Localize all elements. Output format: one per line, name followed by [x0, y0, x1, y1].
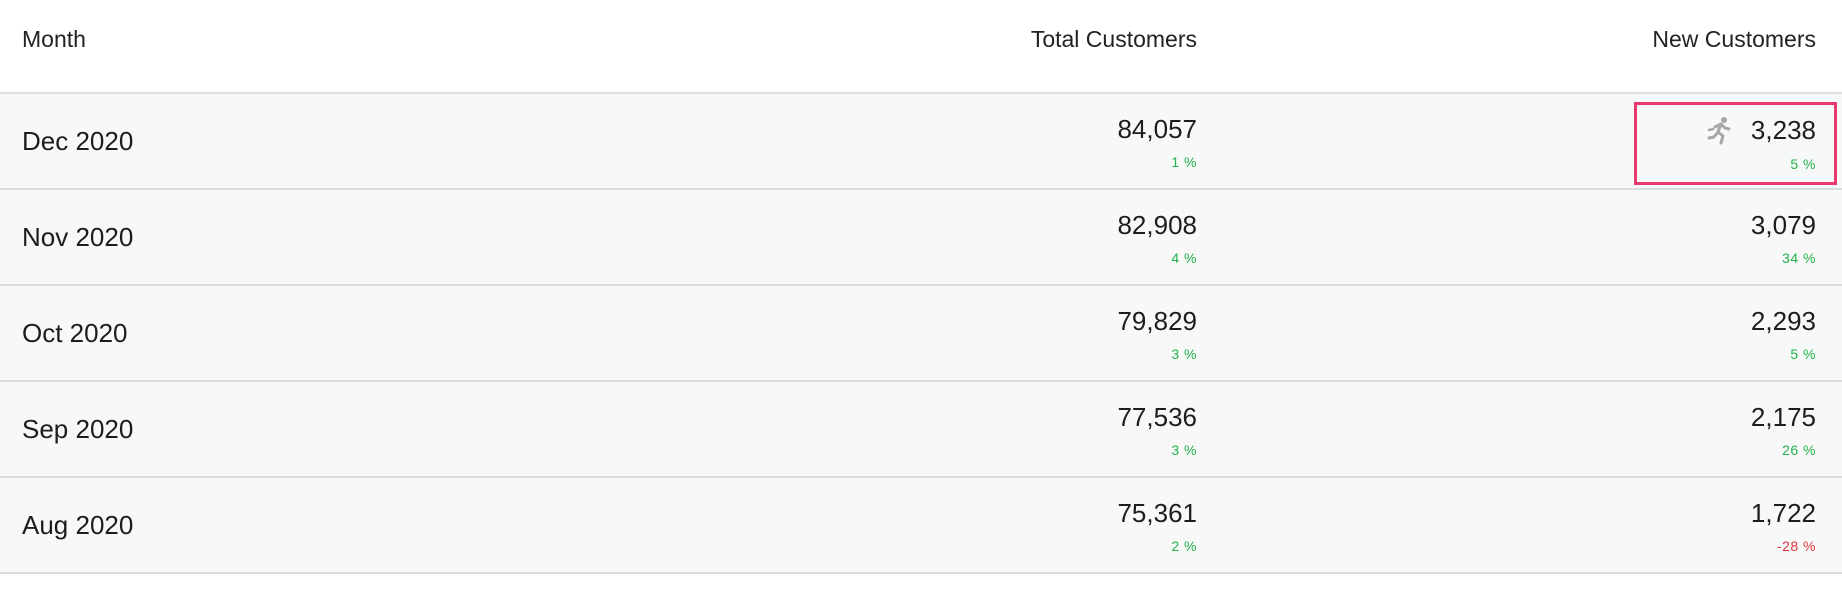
total-customers-change: 4 %: [1171, 250, 1197, 266]
total-customers-cell: 75,361 2 %: [420, 478, 1197, 572]
header-total-customers[interactable]: Total Customers: [1030, 25, 1197, 52]
new-customers-value: 1,722: [1750, 498, 1816, 528]
month-cell: Dec 2020: [22, 125, 134, 156]
new-customers-cell: 2,175 26 %: [1197, 382, 1816, 476]
new-customers-value: 2,175: [1750, 402, 1816, 432]
table-row[interactable]: Aug 2020 75,361 2 % 1,722 -28 %: [0, 478, 1842, 574]
new-customers-main: 3,238: [1703, 114, 1816, 146]
new-customers-cell: 3,079 34 %: [1197, 190, 1816, 284]
table-header: Month Total Customers New Customers: [0, 0, 1842, 94]
total-customers-value: 79,829: [1117, 306, 1197, 336]
total-customers-change: 3 %: [1171, 442, 1197, 458]
new-customers-change: 5 %: [1790, 156, 1816, 172]
total-customers-value: 75,361: [1117, 498, 1197, 528]
table-row[interactable]: Oct 2020 79,829 3 % 2,293 5 %: [0, 286, 1842, 382]
new-customers-change: -28 %: [1776, 538, 1816, 554]
new-customers-change: 26 %: [1782, 442, 1816, 458]
new-customers-change: 34 %: [1782, 250, 1816, 266]
header-new-customers[interactable]: New Customers: [1652, 25, 1816, 52]
new-customers-cell: 2,293 5 %: [1197, 286, 1816, 380]
header-month[interactable]: Month: [22, 25, 86, 52]
running-person-icon[interactable]: [1703, 114, 1735, 146]
new-customers-cell[interactable]: 3,238 5 %: [1197, 94, 1816, 188]
table-row[interactable]: Sep 2020 77,536 3 % 2,175 26 %: [0, 382, 1842, 478]
month-cell: Sep 2020: [22, 413, 134, 444]
month-cell: Aug 2020: [22, 509, 134, 540]
total-customers-cell: 82,908 4 %: [420, 190, 1197, 284]
total-customers-value: 77,536: [1117, 402, 1197, 432]
total-customers-cell: 77,536 3 %: [420, 382, 1197, 476]
new-customers-value: 3,079: [1750, 210, 1816, 240]
total-customers-value: 84,057: [1117, 114, 1197, 144]
total-customers-cell: 79,829 3 %: [420, 286, 1197, 380]
new-customers-value: 3,238: [1750, 115, 1816, 145]
total-customers-value: 82,908: [1117, 210, 1197, 240]
month-cell: Nov 2020: [22, 221, 134, 252]
total-customers-change: 3 %: [1171, 346, 1197, 362]
new-customers-cell: 1,722 -28 %: [1197, 478, 1816, 572]
new-customers-value: 2,293: [1750, 306, 1816, 336]
new-customers-change: 5 %: [1790, 346, 1816, 362]
total-customers-cell: 84,057 1 %: [420, 94, 1197, 188]
total-customers-change: 2 %: [1171, 538, 1197, 554]
table-row[interactable]: Dec 2020 84,057 1 % 3: [0, 94, 1842, 190]
customers-table: Month Total Customers New Customers Dec …: [0, 0, 1842, 574]
table-row[interactable]: Nov 2020 82,908 4 % 3,079 34 %: [0, 190, 1842, 286]
total-customers-change: 1 %: [1171, 154, 1197, 170]
table-body: Dec 2020 84,057 1 % 3: [0, 94, 1842, 574]
month-cell: Oct 2020: [22, 317, 128, 348]
